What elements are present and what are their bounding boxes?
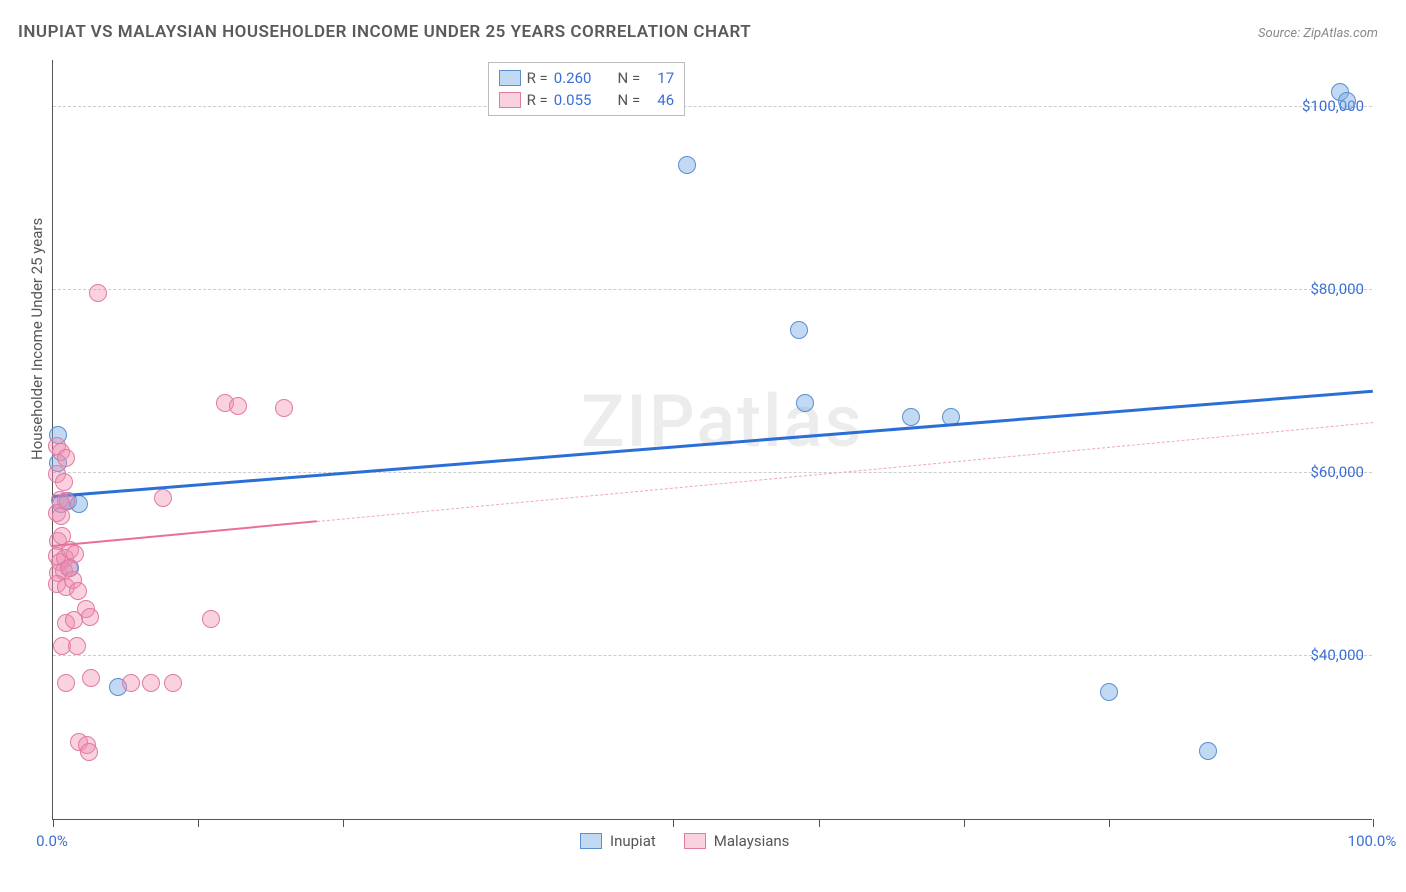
x-tick-label: 0.0% — [36, 832, 68, 850]
legend-swatch — [684, 833, 706, 849]
plot-area: ZIPatlas $40,000$60,000$80,000$100,000 — [52, 60, 1372, 820]
inupiat-point — [796, 394, 814, 412]
inupiat-point — [678, 156, 696, 174]
y-axis-label: Householder Income Under 25 years — [28, 218, 46, 460]
malaysians-point — [55, 473, 73, 491]
inupiat-point — [1338, 92, 1356, 110]
malaysians-point — [164, 674, 182, 692]
legend-label: Inupiat — [610, 832, 656, 850]
chart-title: INUPIAT VS MALAYSIAN HOUSEHOLDER INCOME … — [18, 22, 751, 42]
malaysians-point — [68, 637, 86, 655]
malaysians-point — [154, 489, 172, 507]
trend-line — [53, 521, 317, 548]
malaysians-point — [89, 284, 107, 302]
malaysians-point — [69, 582, 87, 600]
legend-row-malaysians: R = 0.055 N = 46 — [499, 89, 675, 111]
inupiat-point — [1100, 683, 1118, 701]
gridline-horizontal — [53, 289, 1372, 290]
legend-swatch — [580, 833, 602, 849]
malaysians-point — [57, 492, 75, 510]
gridline-horizontal — [53, 106, 1372, 107]
series-legend: Inupiat Malaysians — [580, 832, 789, 850]
r-value: 0.055 — [554, 91, 608, 109]
r-label: R = — [527, 69, 548, 87]
x-tick — [343, 819, 344, 827]
n-value: 17 — [646, 69, 674, 87]
x-tick — [1109, 819, 1110, 827]
x-tick-label: 100.0% — [1348, 832, 1397, 850]
malaysians-point — [80, 743, 98, 761]
x-tick — [673, 819, 674, 827]
y-tick-label: $80,000 — [1310, 280, 1364, 298]
y-tick-label: $40,000 — [1310, 646, 1364, 664]
n-label: N = — [614, 69, 640, 87]
x-tick — [1373, 819, 1374, 827]
malaysians-point — [122, 674, 140, 692]
malaysians-point — [82, 669, 100, 687]
x-tick — [964, 819, 965, 827]
malaysians-point — [57, 449, 75, 467]
source-attribution: Source: ZipAtlas.com — [1258, 26, 1378, 41]
malaysians-point — [142, 674, 160, 692]
malaysians-point — [275, 399, 293, 417]
malaysians-point — [229, 397, 247, 415]
inupiat-point — [1199, 742, 1217, 760]
x-tick — [819, 819, 820, 827]
malaysians-point — [57, 674, 75, 692]
inupiat-point — [790, 321, 808, 339]
chart-container: INUPIAT VS MALAYSIAN HOUSEHOLDER INCOME … — [0, 0, 1406, 892]
n-value: 46 — [646, 91, 674, 109]
inupiat-point — [902, 408, 920, 426]
x-tick — [53, 819, 54, 827]
x-tick — [198, 819, 199, 827]
n-label: N = — [614, 91, 640, 109]
correlation-legend: R = 0.260 N = 17 R = 0.055 N = 46 — [488, 62, 686, 116]
malaysians-point — [202, 610, 220, 628]
gridline-horizontal — [53, 655, 1372, 656]
legend-row-inupiat: R = 0.260 N = 17 — [499, 67, 675, 89]
legend-label: Malaysians — [714, 832, 790, 850]
gridline-horizontal — [53, 472, 1372, 473]
r-value: 0.260 — [554, 69, 608, 87]
trend-line — [53, 390, 1373, 498]
legend-swatch — [499, 92, 521, 108]
legend-swatch — [499, 70, 521, 86]
y-tick-label: $60,000 — [1310, 463, 1364, 481]
legend-item-inupiat: Inupiat — [580, 832, 656, 850]
r-label: R = — [527, 91, 548, 109]
malaysians-point — [81, 608, 99, 626]
malaysians-point — [65, 611, 83, 629]
legend-item-malaysians: Malaysians — [684, 832, 790, 850]
